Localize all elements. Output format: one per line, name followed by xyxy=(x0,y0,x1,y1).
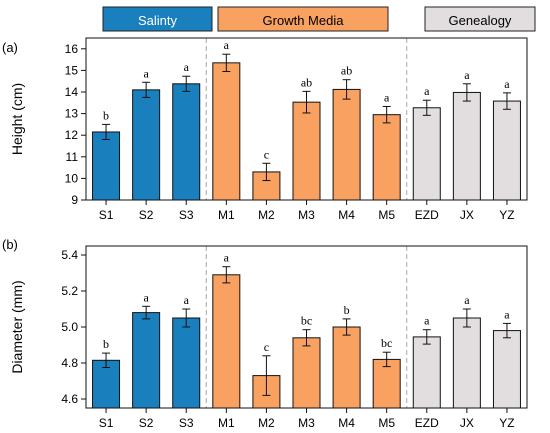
significance-label-yz: a xyxy=(504,77,510,91)
bar-ezd xyxy=(412,107,441,201)
y-tick-label: 13 xyxy=(65,107,79,121)
y-tick-label: 14 xyxy=(65,85,79,99)
x-tick-label-yz: YZ xyxy=(499,416,514,430)
x-tick-label-jx: JX xyxy=(460,208,474,222)
bar-s3 xyxy=(172,83,201,201)
x-tick-label-m1: M1 xyxy=(218,416,235,430)
x-tick-label-s2: S2 xyxy=(139,208,154,222)
x-tick-label-m4: M4 xyxy=(338,208,355,222)
x-tick-label-s3: S3 xyxy=(179,208,194,222)
y-tick-label: 5.2 xyxy=(61,284,78,298)
x-tick-label-m2: M2 xyxy=(258,416,275,430)
bar-m4 xyxy=(332,88,361,201)
x-tick-label-m5: M5 xyxy=(378,416,395,430)
bar-m3 xyxy=(292,101,321,201)
y-tick-label: 5.4 xyxy=(61,248,78,262)
bar-m1 xyxy=(212,274,241,409)
significance-label-m1: a xyxy=(224,38,230,52)
x-tick-label-s2: S2 xyxy=(139,416,154,430)
significance-label-m3: ab xyxy=(301,75,312,89)
bar-m5 xyxy=(372,358,401,409)
x-tick-label-yz: YZ xyxy=(499,208,514,222)
panel-label: (b) xyxy=(2,237,18,252)
legend-label-growth-media: Growth Media xyxy=(263,13,345,28)
significance-label-s2: a xyxy=(143,66,149,80)
x-tick-label-ezd: EZD xyxy=(415,208,439,222)
legend-swatch-salinty xyxy=(102,6,213,32)
legend-label-genealogy: Genealogy xyxy=(449,13,512,28)
bar-ezd xyxy=(412,336,441,409)
y-tick-label: 9 xyxy=(71,193,78,207)
y-tick-label: 12 xyxy=(65,128,79,142)
panel-b-diameter: (b) Diameter (mm) b a a a c bc b bc a a a 4.6 4.8 5.0 5.… xyxy=(2,237,528,430)
x-tick-label-ezd: EZD xyxy=(415,416,439,430)
significance-label-m2: c xyxy=(264,147,269,161)
bar-m5 xyxy=(372,114,401,201)
y-tick-label: 11 xyxy=(66,150,79,164)
panel-a-height: (a) Height (cm) b a a a c ab ab a a a a 9 10 11 12 13 14 15… xyxy=(2,37,528,222)
bar-m4 xyxy=(332,326,361,409)
y-tick-label: 10 xyxy=(65,171,79,185)
x-tick-label-m2: M2 xyxy=(258,208,275,222)
significance-label-s3: a xyxy=(184,293,190,307)
significance-label-s1: b xyxy=(103,108,109,122)
y-axis-title: Diameter (mm) xyxy=(9,280,25,373)
bar-s3 xyxy=(172,317,201,409)
x-tick-label-s3: S3 xyxy=(179,416,194,430)
bar-yz xyxy=(492,330,521,409)
legend-label-salinty: Salinty xyxy=(138,13,178,28)
significance-label-m5: bc xyxy=(381,336,392,350)
y-tick-label: 4.6 xyxy=(61,392,78,406)
y-tick-label: 15 xyxy=(65,63,79,77)
x-tick-label-m3: M3 xyxy=(298,208,315,222)
bar-m3 xyxy=(292,337,321,409)
bar-s1 xyxy=(92,131,121,201)
y-tick-label: 4.8 xyxy=(61,356,78,370)
x-tick-label-m5: M5 xyxy=(378,208,395,222)
significance-label-s2: a xyxy=(143,290,149,304)
significance-label-jx: a xyxy=(464,68,470,82)
x-tick-label-jx: JX xyxy=(460,416,474,430)
significance-label-s3: a xyxy=(184,60,190,74)
bar-m1 xyxy=(212,62,241,201)
significance-label-m2: c xyxy=(264,340,269,354)
legend-swatch-genealogy xyxy=(424,6,536,32)
legend-swatch-growth-media xyxy=(217,6,389,32)
y-tick-label: 5.0 xyxy=(61,320,78,334)
bar-yz xyxy=(492,100,521,201)
x-tick-label-m4: M4 xyxy=(338,416,355,430)
significance-label-s1: b xyxy=(103,337,109,351)
bar-jx xyxy=(452,91,481,201)
legend: Salinty Growth Media Genealogy xyxy=(102,6,536,32)
significance-label-jx: a xyxy=(464,293,470,307)
y-tick-label: 16 xyxy=(65,42,79,56)
bar-s1 xyxy=(92,359,121,409)
x-tick-label-m3: M3 xyxy=(298,416,315,430)
x-tick-label-s1: S1 xyxy=(99,416,114,430)
significance-label-m4: ab xyxy=(341,64,352,78)
significance-label-m1: a xyxy=(224,251,230,265)
significance-label-ezd: a xyxy=(424,314,430,328)
significance-label-m4: b xyxy=(344,303,350,317)
bar-s2 xyxy=(132,89,161,201)
bar-s2 xyxy=(132,312,161,409)
significance-label-yz: a xyxy=(504,307,510,321)
significance-label-ezd: a xyxy=(424,84,430,98)
y-axis-title: Height (cm) xyxy=(9,83,25,155)
significance-label-m3: bc xyxy=(301,314,312,328)
x-tick-label-s1: S1 xyxy=(99,208,114,222)
x-tick-label-m1: M1 xyxy=(218,208,235,222)
significance-label-m5: a xyxy=(384,90,390,104)
bar-jx xyxy=(452,317,481,409)
panel-label: (a) xyxy=(2,40,18,55)
